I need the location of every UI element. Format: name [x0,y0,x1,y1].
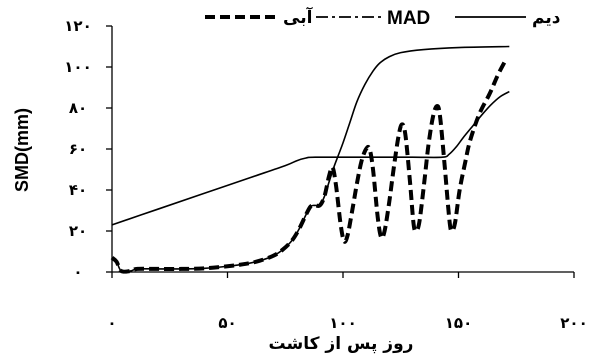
x-axis-ticks: ۰ ۵۰ ۱۰۰ ۱۵۰ ۲۰۰ [107,272,588,332]
series-line-irrigated [110,60,507,274]
series-lines [110,45,510,274]
x-tick-label: ۱۰۰ [329,314,356,332]
x-tick-label: ۲۰۰ [560,314,587,332]
legend: آبی MAD دیم [205,6,561,29]
x-tick-label: ۱۵۰ [445,314,472,332]
legend-label-irrigated: آبی [283,6,314,28]
legend-item-irrigated: آبی [205,6,314,28]
y-axis-label: SMD(mm) [12,108,32,192]
x-tick-label: ۰ [107,314,116,332]
y-tick-label: ۰ [73,263,82,281]
y-axis-ticks: ۰ ۲۰ ۴۰ ۶۰ ۸۰ ۱۰۰ ۱۲۰ [64,17,112,281]
x-axis-label: روز پس از کاشت [269,334,414,354]
legend-label-mad: MAD [387,8,430,29]
y-tick-label: ۸۰ [69,99,87,117]
legend-label-rainfed: دیم [532,8,561,28]
y-tick-label: ۱۲۰ [64,17,91,35]
series-line-mad [111,90,510,226]
y-tick-label: ۴۰ [69,181,87,199]
legend-item-rainfed: دیم [455,8,561,28]
legend-item-mad: MAD [316,8,430,29]
y-tick-label: ۲۰ [69,222,87,240]
y-tick-label: ۶۰ [69,140,87,158]
x-tick-label: ۵۰ [218,314,236,332]
y-tick-label: ۱۰۰ [64,58,91,76]
